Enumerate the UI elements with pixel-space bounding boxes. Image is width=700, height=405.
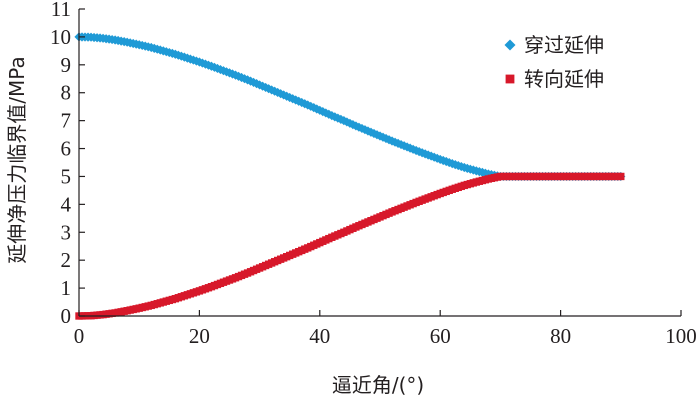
y-tick-label: 11 — [51, 0, 71, 21]
series-2 — [75, 172, 625, 320]
y-tick-label: 2 — [61, 248, 72, 272]
legend-marker — [505, 74, 515, 84]
x-tick-label: 0 — [74, 324, 85, 348]
y-tick-label: 0 — [61, 304, 72, 328]
y-tick-label: 7 — [61, 109, 72, 133]
legend-label: 穿过延伸 — [524, 33, 604, 57]
plot-area — [74, 32, 626, 320]
y-tick-label: 3 — [61, 220, 72, 244]
x-tick-label: 100 — [665, 324, 697, 348]
x-tick-label: 20 — [189, 324, 210, 348]
y-tick-label: 10 — [50, 25, 71, 49]
data-point — [617, 172, 625, 181]
y-tick-label: 5 — [61, 164, 72, 188]
y-tick-label: 8 — [61, 81, 72, 105]
x-tick-label: 60 — [430, 324, 451, 348]
x-tick-label: 80 — [550, 324, 571, 348]
legend-label: 转向延伸 — [524, 67, 604, 91]
legend-item: 转向延伸 — [505, 67, 604, 91]
legend-item: 穿过延伸 — [504, 33, 604, 57]
y-tick-label: 9 — [61, 53, 72, 77]
x-axis-title: 逼近角/(°) — [332, 373, 424, 397]
y-tick-label: 1 — [61, 276, 72, 300]
x-tick-label: 40 — [309, 324, 330, 348]
legend-marker — [504, 39, 516, 51]
y-tick-label: 4 — [61, 192, 72, 216]
y-axis-title: 延伸净压力临界值/MPa — [5, 56, 29, 263]
y-tick-label: 6 — [61, 137, 72, 161]
